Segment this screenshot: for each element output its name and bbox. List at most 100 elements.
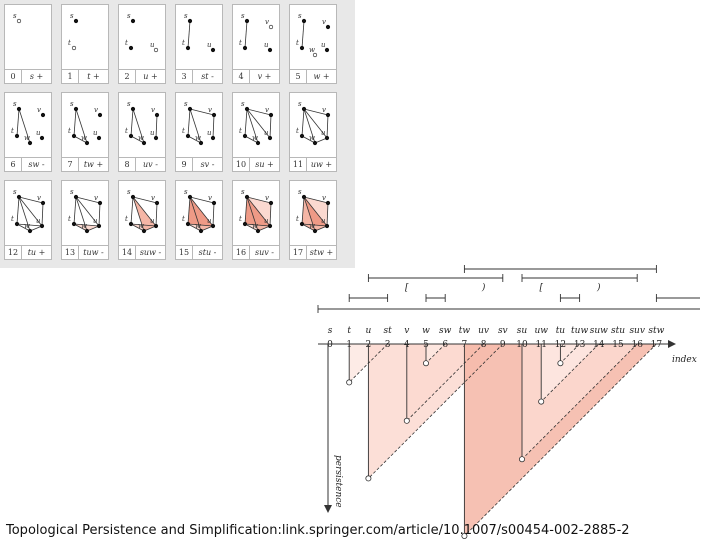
vertex-label: u <box>264 41 269 49</box>
vertex-label: v <box>322 194 326 202</box>
step-label: suv - <box>254 248 275 257</box>
step-caption: 15 stu - <box>176 245 222 259</box>
edge <box>246 108 271 139</box>
edge <box>130 223 145 232</box>
edge <box>187 135 202 144</box>
edge <box>86 225 100 232</box>
column-index: 13 <box>574 340 586 350</box>
column-name: s <box>328 326 333 336</box>
vertex-label: s <box>241 100 245 108</box>
vertex-label: t <box>182 39 185 47</box>
vertex <box>71 45 77 51</box>
edge <box>246 108 272 116</box>
column-name: t <box>347 326 351 336</box>
vertex-label: v <box>322 18 326 26</box>
vertex <box>141 140 147 146</box>
vertex <box>244 106 250 112</box>
vertex-label: u <box>150 217 155 225</box>
vertex-label: t <box>182 215 185 223</box>
vertex <box>325 24 331 30</box>
vertex <box>40 200 46 206</box>
vertex-label: u <box>264 129 269 137</box>
step-label: stu - <box>198 248 217 257</box>
pair-diagonal <box>560 343 580 364</box>
vertex-label: s <box>13 12 17 20</box>
step-caption: 11 uw + <box>290 157 336 171</box>
filtration-step: s 0 s + <box>4 4 52 84</box>
vertex-label: w <box>24 134 30 142</box>
column-name: uv <box>478 326 489 336</box>
vertex-label: v <box>94 106 98 114</box>
edge <box>246 196 271 227</box>
edge <box>132 108 145 144</box>
step-label: u + <box>143 72 158 81</box>
column-index: 0 <box>327 340 333 350</box>
vertex-label: t <box>11 127 14 135</box>
edge <box>244 223 271 227</box>
edge <box>132 196 157 227</box>
pair-point <box>422 360 429 367</box>
pair-diagonal <box>540 343 600 402</box>
pair-point <box>403 417 410 424</box>
vertex <box>299 221 305 227</box>
vertex <box>71 221 77 227</box>
vertex-label: v <box>208 106 212 114</box>
edge <box>187 223 214 227</box>
edge <box>16 223 31 232</box>
vertex <box>211 112 217 118</box>
edge <box>189 196 215 204</box>
vertex <box>84 140 90 146</box>
edge <box>326 202 329 227</box>
column-index: 6 <box>442 340 448 350</box>
edge <box>75 196 101 204</box>
vertex <box>187 18 193 24</box>
vertex <box>16 194 22 200</box>
column-name: suw <box>590 326 608 336</box>
edge <box>75 108 88 144</box>
vertex-label: s <box>241 188 245 196</box>
vertex-label: s <box>298 100 302 108</box>
vertex-label: w <box>81 222 87 230</box>
vertex-label: u <box>36 129 41 137</box>
edge <box>132 196 145 232</box>
step-caption: 14 suw - <box>119 245 165 259</box>
step-index: 16 <box>233 246 250 259</box>
vertex <box>312 228 318 234</box>
vertex <box>84 228 90 234</box>
step-label: v + <box>257 72 272 81</box>
complex-drawing: s t u v w <box>296 12 331 58</box>
edge <box>246 196 272 204</box>
column-index: 16 <box>631 340 643 350</box>
index-axis-label: index <box>672 355 697 365</box>
edge <box>73 223 88 232</box>
vertex-label: v <box>208 194 212 202</box>
filtration-step: s t u v w 5 w + <box>289 4 337 84</box>
column-name: v <box>404 326 409 336</box>
complex-drawing: s t u v w <box>125 188 160 234</box>
vertex <box>244 194 250 200</box>
complex-drawing: s t u v w <box>239 188 274 234</box>
complex-drawing: s t u v <box>239 12 274 53</box>
vertex-label: s <box>127 12 131 20</box>
step-index: 0 <box>5 70 22 83</box>
step-caption: 2 u + <box>119 69 165 83</box>
filtration-step: s t u v w 15 stu - <box>175 180 223 260</box>
vertex-label: t <box>296 39 299 47</box>
column-index: 14 <box>593 340 605 350</box>
edge <box>301 223 316 232</box>
vertex <box>27 228 33 234</box>
vertex <box>267 135 273 141</box>
pair-point <box>557 360 564 367</box>
vertex <box>324 135 330 141</box>
vertex-label: u <box>93 217 98 225</box>
column-name: u <box>366 326 372 336</box>
edge <box>200 225 214 232</box>
vertex <box>325 200 331 206</box>
vertex <box>27 140 33 146</box>
edge <box>187 20 191 49</box>
edge <box>244 196 248 225</box>
pair-diagonal <box>464 343 657 537</box>
complex-drawing: s t u v w <box>68 188 103 234</box>
step-index: 12 <box>5 246 22 259</box>
